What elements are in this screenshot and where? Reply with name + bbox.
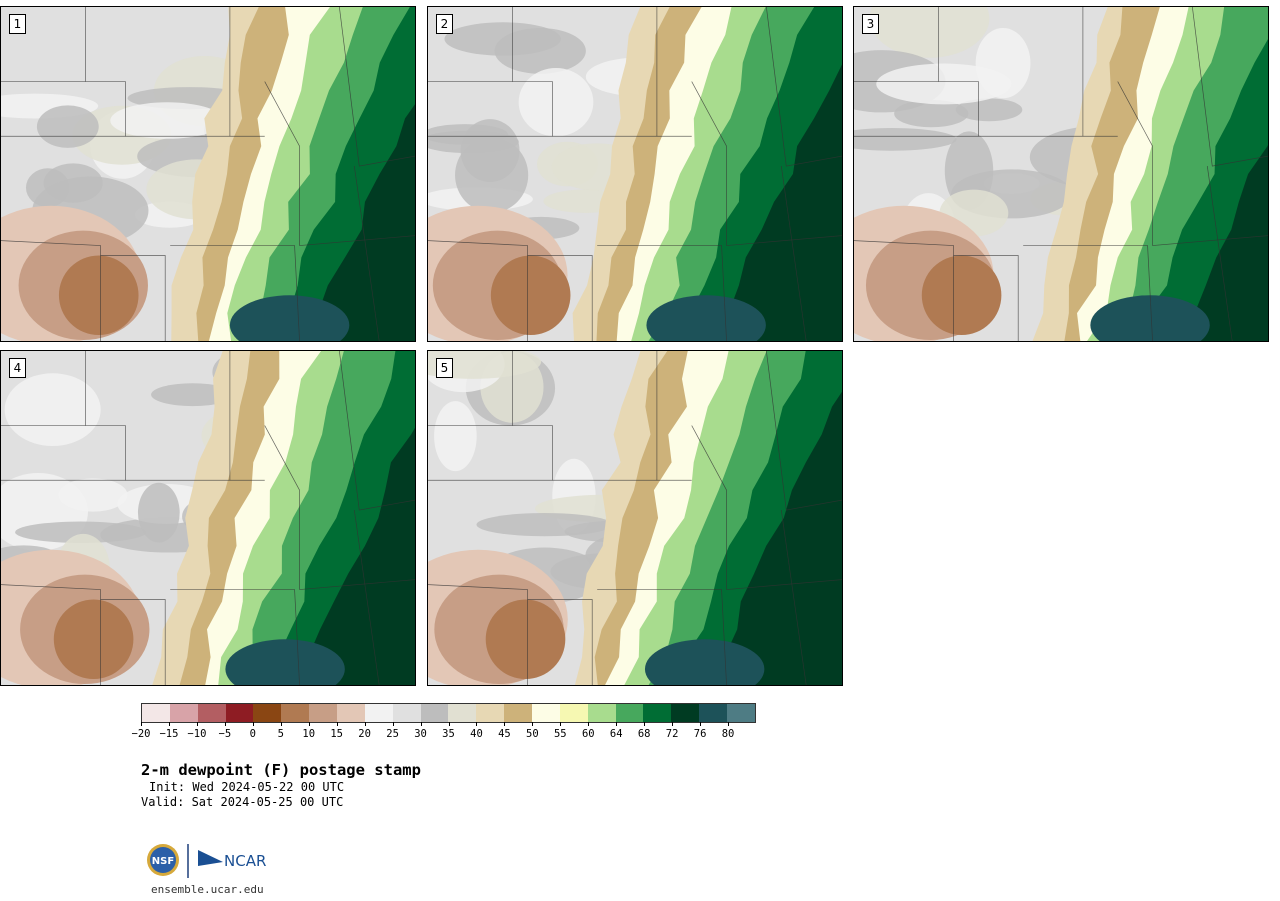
map-panel-5: 5	[427, 350, 843, 686]
colorbar-tick-label: 10	[302, 728, 316, 740]
colorbar-tick	[504, 722, 506, 726]
plot-title: 2-m dewpoint (F) postage stamp	[141, 761, 421, 779]
colorbar-tick	[532, 722, 534, 726]
colorbar-tick-label: 72	[665, 728, 679, 740]
map-panel-4: 4	[0, 350, 416, 686]
colorbar-tick-label: −5	[218, 728, 232, 740]
colorbar-swatch	[281, 704, 310, 722]
colorbar-swatch	[309, 704, 338, 722]
colorbar-tick	[168, 722, 170, 726]
colorbar-tick	[560, 722, 562, 726]
colorbar-swatch	[643, 704, 672, 722]
nsf-ncar-logo: NSF NCAR	[145, 842, 275, 882]
colorbar-swatch	[364, 704, 393, 722]
colorbar-tick	[672, 722, 674, 726]
colorbar-tick	[392, 722, 394, 726]
panel-number-badge: 4	[9, 358, 26, 378]
colorbar-tick	[196, 722, 198, 726]
colorbar-tick-label: −10	[187, 728, 207, 740]
colorbar-tick-label: 50	[526, 728, 539, 740]
dewpoint-map	[428, 7, 842, 341]
dewpoint-map	[1, 351, 415, 685]
panel-number-badge: 1	[9, 14, 26, 34]
colorbar-tick	[644, 722, 646, 726]
colorbar-swatch	[253, 704, 282, 722]
colorbar-tick	[252, 722, 254, 726]
ncar-logo-text: NCAR	[224, 852, 266, 870]
colorbar-ticks: −20 −15 −10 −5 0 5 10 15 20 25 30 35 40 45 50 55 60 64 68 7…	[132, 722, 756, 742]
colorbar-tick-label: 35	[442, 728, 455, 740]
colorbar-swatch	[699, 704, 728, 722]
colorbar-tick	[616, 722, 618, 726]
dewpoint-map	[1, 7, 415, 341]
colorbar	[141, 703, 756, 723]
colorbar-tick-label: −20	[131, 728, 151, 740]
colorbar-swatch	[169, 704, 198, 722]
colorbar-swatch	[420, 704, 449, 722]
colorbar-tick-label: 0	[249, 728, 256, 740]
colorbar-swatch	[532, 704, 560, 722]
dewpoint-map	[428, 351, 842, 685]
map-panel-1: 1	[0, 6, 416, 342]
init-time: Init: Wed 2024-05-22 00 UTC	[149, 780, 345, 794]
colorbar-tick	[476, 722, 478, 726]
colorbar-swatch	[671, 704, 700, 722]
colorbar-tick-label: 64	[609, 728, 623, 740]
valid-time: Valid: Sat 2024-05-25 00 UTC	[141, 795, 344, 809]
colorbar-tick-label: 80	[721, 728, 735, 740]
map-panel-2: 2	[427, 6, 843, 342]
colorbar-swatch	[225, 704, 254, 722]
colorbar-tick-label: 30	[414, 728, 427, 740]
colorbar-swatch	[448, 704, 477, 722]
colorbar-tick	[700, 722, 702, 726]
colorbar-swatch	[615, 704, 644, 722]
colorbar-tick	[224, 722, 226, 726]
colorbar-swatch	[337, 704, 365, 722]
colorbar-tick	[420, 722, 422, 726]
colorbar-tick	[141, 722, 142, 726]
colorbar-tick	[588, 722, 590, 726]
colorbar-tick-label: 55	[553, 728, 567, 740]
dewpoint-map	[854, 7, 1268, 341]
logo-icon: NSF NCAR	[147, 844, 266, 878]
map-panel-3: 3	[853, 6, 1269, 342]
colorbar-swatch	[392, 704, 421, 722]
colorbar-swatch	[587, 704, 616, 722]
colorbar-swatch	[197, 704, 226, 722]
colorbar-tick-label: 15	[330, 728, 343, 740]
panel-number-badge: 5	[436, 358, 453, 378]
colorbar-tick	[448, 722, 450, 726]
colorbar-swatch	[142, 704, 170, 722]
colorbar-tick	[336, 722, 338, 726]
colorbar-tick-label: 5	[277, 728, 284, 740]
colorbar-tick-label: 45	[498, 728, 511, 740]
colorbar-tick	[364, 722, 366, 726]
colorbar-tick	[728, 722, 730, 726]
colorbar-tick	[280, 722, 282, 726]
colorbar-swatch	[476, 704, 505, 722]
colorbar-tick-label: 40	[470, 728, 483, 740]
colorbar-tick-label: 25	[386, 728, 399, 740]
colorbar-tick	[308, 722, 310, 726]
site-url: ensemble.ucar.edu	[151, 883, 264, 896]
colorbar-swatch	[504, 704, 533, 722]
colorbar-tick-label: 76	[693, 728, 707, 740]
nsf-logo-text: NSF	[152, 856, 174, 867]
colorbar-tick-label: 20	[358, 728, 371, 740]
colorbar-tick-label: 60	[581, 728, 595, 740]
colorbar-tick-label: 68	[637, 728, 651, 740]
panel-number-badge: 3	[862, 14, 879, 34]
colorbar-swatch	[559, 704, 588, 722]
panel-number-badge: 2	[436, 14, 453, 34]
colorbar-tick-label: −15	[159, 728, 179, 740]
colorbar-swatch	[727, 704, 755, 722]
